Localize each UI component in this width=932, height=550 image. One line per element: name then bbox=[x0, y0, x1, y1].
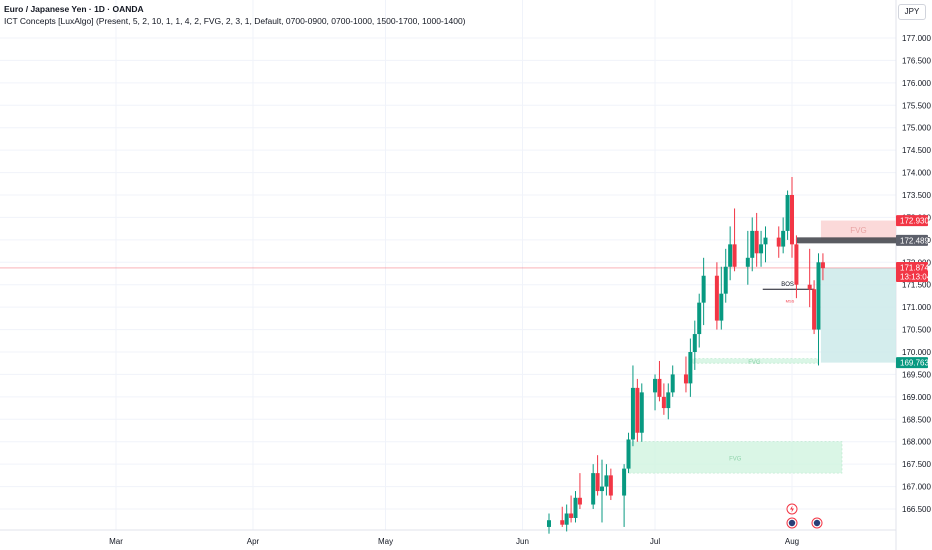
x-tick-label: May bbox=[378, 537, 393, 546]
fvg-bullish-zone bbox=[628, 441, 843, 474]
candle-body[interactable] bbox=[630, 387, 635, 440]
price-label[interactable]: 171.874 bbox=[900, 263, 929, 272]
fvg-label: FVG bbox=[850, 226, 866, 235]
candle-body[interactable] bbox=[790, 195, 794, 245]
price-label-bg[interactable] bbox=[896, 234, 928, 246]
y-tick-label: 171.500 bbox=[902, 281, 931, 290]
y-tick-label: 168.000 bbox=[902, 438, 931, 447]
candle-body[interactable] bbox=[728, 244, 733, 267]
candle-body[interactable] bbox=[781, 230, 786, 247]
candle-body[interactable] bbox=[600, 486, 605, 492]
event-dot-icon bbox=[813, 519, 821, 527]
price-label-bg[interactable] bbox=[896, 215, 928, 227]
candle-body[interactable] bbox=[723, 266, 728, 294]
candle-body[interactable] bbox=[622, 468, 627, 496]
y-tick-label: 169.500 bbox=[902, 370, 931, 379]
candle-body[interactable] bbox=[688, 352, 693, 384]
x-tick-label: Jul bbox=[650, 537, 660, 546]
flash-icon bbox=[790, 505, 794, 513]
y-tick-label: 171.000 bbox=[902, 303, 931, 312]
indicator-legend[interactable]: ICT Concepts [LuxAlgo] (Present, 5, 2, 1… bbox=[4, 16, 466, 26]
x-tick-label: Mar bbox=[109, 537, 123, 546]
y-tick-label: 167.000 bbox=[902, 483, 931, 492]
candle-body[interactable] bbox=[754, 230, 759, 254]
candle-body[interactable] bbox=[595, 473, 600, 492]
candle-body[interactable] bbox=[745, 257, 750, 267]
symbol-title[interactable]: Euro / Japanese Yen · 1D · OANDA bbox=[4, 4, 144, 14]
x-tick-label: Aug bbox=[785, 537, 799, 546]
candle-body[interactable] bbox=[683, 374, 688, 384]
candle-body[interactable] bbox=[820, 262, 825, 269]
x-tick-label: Jun bbox=[516, 537, 529, 546]
y-tick-label: 166.500 bbox=[902, 505, 931, 514]
candle-body[interactable] bbox=[807, 284, 812, 290]
candle-body[interactable] bbox=[692, 334, 697, 352]
price-label[interactable]: 172.930 bbox=[900, 217, 929, 226]
stop-zone bbox=[796, 237, 896, 244]
candle-body[interactable] bbox=[626, 439, 631, 469]
y-tick-label: 177.000 bbox=[902, 34, 931, 43]
candle-body[interactable] bbox=[719, 293, 724, 321]
bos-label: BOS bbox=[781, 282, 794, 288]
price-label-bg[interactable] bbox=[896, 357, 928, 369]
y-tick-label: 175.000 bbox=[902, 124, 931, 133]
candle-body[interactable] bbox=[750, 230, 755, 258]
candle-body[interactable] bbox=[639, 392, 644, 433]
candle-body[interactable] bbox=[816, 262, 821, 330]
event-dot-icon bbox=[788, 519, 796, 527]
fvg-bearish-zone bbox=[820, 220, 896, 240]
candle-body[interactable] bbox=[794, 244, 799, 285]
candle-body[interactable] bbox=[697, 302, 702, 335]
y-tick-label: 174.000 bbox=[902, 169, 931, 178]
candle-body[interactable] bbox=[785, 195, 790, 231]
y-tick-label: 170.500 bbox=[902, 326, 931, 335]
candle-body[interactable] bbox=[569, 513, 574, 518]
candle-body[interactable] bbox=[653, 378, 658, 393]
candle-body[interactable] bbox=[564, 513, 569, 525]
candle-body[interactable] bbox=[701, 275, 706, 303]
y-tick-label: 173.500 bbox=[902, 191, 931, 200]
mss-label: MSS bbox=[786, 298, 795, 303]
y-tick-label: 175.500 bbox=[902, 101, 931, 110]
candle-body[interactable] bbox=[763, 237, 768, 245]
y-tick-label: 168.500 bbox=[902, 415, 931, 424]
y-tick-label: 167.500 bbox=[902, 460, 931, 469]
candle-body[interactable] bbox=[714, 275, 719, 321]
candle-body[interactable] bbox=[577, 497, 582, 505]
candle-body[interactable] bbox=[573, 497, 578, 518]
x-tick-label: Apr bbox=[247, 537, 260, 546]
price-label[interactable]: 172.489 bbox=[900, 236, 929, 245]
y-tick-label: 176.000 bbox=[902, 79, 931, 88]
price-countdown: 13:13:04 bbox=[900, 272, 932, 281]
candle-body[interactable] bbox=[670, 374, 675, 393]
candle-body[interactable] bbox=[657, 378, 662, 397]
candle-body[interactable] bbox=[759, 244, 764, 254]
y-tick-label: 170.000 bbox=[902, 348, 931, 357]
y-tick-label: 169.000 bbox=[902, 393, 931, 402]
candle-body[interactable] bbox=[732, 244, 737, 267]
candle-body[interactable] bbox=[591, 473, 596, 505]
currency-label[interactable]: JPY bbox=[898, 4, 926, 20]
candle-body[interactable] bbox=[776, 237, 781, 247]
price-label[interactable]: 169.763 bbox=[900, 359, 929, 368]
candle-body[interactable] bbox=[546, 520, 551, 527]
price-label-bg[interactable] bbox=[896, 261, 928, 282]
fvg-bullish-zone bbox=[690, 358, 819, 364]
fvg-label: FVG bbox=[748, 360, 761, 366]
candle-body[interactable] bbox=[661, 396, 666, 409]
target-zone bbox=[820, 267, 896, 363]
candle-body[interactable] bbox=[666, 392, 671, 409]
candle-body[interactable] bbox=[608, 475, 613, 496]
fvg-label: FVG bbox=[729, 456, 742, 462]
candle-body[interactable] bbox=[635, 387, 640, 433]
candle-body[interactable] bbox=[812, 289, 817, 330]
y-tick-label: 176.500 bbox=[902, 56, 931, 65]
candle-body[interactable] bbox=[560, 520, 565, 525]
y-tick-label: 174.500 bbox=[902, 146, 931, 155]
chart-legend: Euro / Japanese Yen · 1D · OANDA ICT Con… bbox=[4, 3, 466, 27]
candle-body[interactable] bbox=[604, 475, 609, 487]
